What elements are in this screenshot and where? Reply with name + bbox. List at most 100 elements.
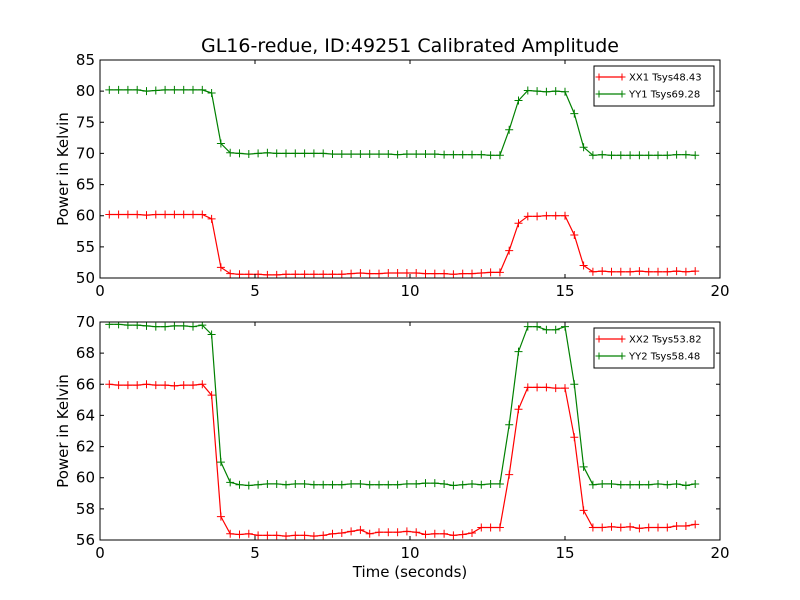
x-axis-label: Time (seconds) [352,563,468,581]
bottom-series-2-point [635,480,644,489]
bottom-series-2-point [282,480,290,489]
top-series-2-point [626,151,635,160]
top-series-1-point [654,267,662,276]
bottom-series-2-point [598,479,607,488]
bottom-series-2-point [551,325,560,334]
bottom-series-1-point [514,405,523,414]
bottom-series-1-point [495,523,504,532]
top-series-2-point [542,87,551,96]
top-x-tick-label: 5 [250,282,260,300]
top-series-2-point [198,85,207,94]
bottom-series-2-point [523,322,532,331]
bottom-series-2-point [570,380,579,389]
top-series-2-point [244,150,253,159]
top-series-1-point [635,267,644,276]
top-series-2-point [254,149,263,158]
top-series-1-point [309,270,318,278]
bottom-series-1-point [365,529,374,538]
bottom-series-1-point [189,381,197,390]
top-series-1-point [356,269,365,278]
top-series-2-point [235,149,244,158]
bottom-series-1-point [468,528,476,537]
bottom-series-2-point [235,480,244,489]
top-series-1-point [123,210,132,219]
top-series-1-point [402,269,411,278]
top-series-1-point [644,267,653,276]
top-series-2-line [109,89,696,156]
bottom-y-tick-label: 58 [76,500,95,518]
bottom-legend-swatch-1 [595,335,626,343]
top-y-tick-label: 55 [76,238,95,256]
top-series-1-point [282,270,290,278]
top-series-1-point [570,231,579,240]
top-series-2-point [421,150,430,159]
bottom-series-1-point [663,523,672,532]
top-series-2-point [588,151,597,160]
top-series-1-point [179,210,188,219]
top-y-tick-label: 85 [76,51,95,69]
top-series-2-point [207,89,216,98]
top-x-tick-label: 10 [400,282,419,300]
bottom-series-1-point [319,531,328,540]
top-series-2-point [663,151,672,160]
top-series-2-point [114,85,123,94]
bottom-series-1-point [635,524,644,533]
bottom-series-1-point [123,381,132,390]
top-series-1-point [300,270,309,278]
top-series-1-point [347,269,356,278]
top-series-2-point [123,85,132,94]
top-series-2-point [309,149,318,158]
bottom-series-1-point [291,531,300,540]
top-series-2-point [505,125,514,134]
top-series-2-point [263,148,272,157]
bottom-series-2-point [533,322,542,331]
bottom-series-1-point [430,529,439,538]
bottom-series-2-point [468,479,476,488]
bottom-series-1-point [216,512,225,521]
top-series-1-point [393,269,402,278]
bottom-series-1-point [672,521,681,530]
top-series-2-point [384,150,393,159]
bottom-series-2-point [440,479,449,488]
bottom-series-1 [105,380,700,540]
top-series-2-point [523,86,532,95]
bottom-series-1-point [449,531,458,540]
top-series-1-point [486,268,495,277]
bottom-y-tick-label: 64 [76,406,95,424]
bottom-series-1-point [207,391,216,400]
bottom-series-2-point [691,479,700,488]
top-series-1-point [430,269,439,278]
bottom-series-2-point [430,479,439,488]
top-series-2-point [282,149,290,158]
bottom-series-1-point [133,381,142,390]
top-series-2-point [272,149,281,158]
bottom-series-2-point [170,322,179,330]
top-series-2-point [300,149,309,158]
bottom-series-2-point [291,479,300,488]
top-series-1-point [319,270,328,278]
bottom-y-axis-label: Power in Kelvin [54,374,72,488]
top-series-2-point [551,87,560,96]
bottom-series-1-point [654,523,662,532]
top-series-2-point [412,150,421,159]
top-series-1-point [105,210,114,219]
bottom-series-1-point [170,381,179,390]
top-series-1-point [226,269,235,278]
top-series-2-point [291,149,300,158]
bottom-series-2-point [347,479,356,488]
bottom-series-2-point [309,480,318,489]
bottom-series-1-point [616,523,625,532]
top-y-tick-label: 65 [76,176,95,194]
top-series-1-point [523,212,532,221]
top-series-2-point [151,86,160,95]
bottom-series-1-point [105,380,114,389]
bottom-series-1-point [142,380,151,389]
top-series-1-point [588,267,597,276]
top-series-1-point [542,211,551,220]
top-series-2-point [393,150,402,159]
bottom-series-2-point [681,481,690,490]
bottom-series-2-point [477,480,486,489]
bottom-series-1-point [337,528,346,537]
bottom-series-2-point [263,479,272,488]
bottom-series-1-line [109,383,696,537]
